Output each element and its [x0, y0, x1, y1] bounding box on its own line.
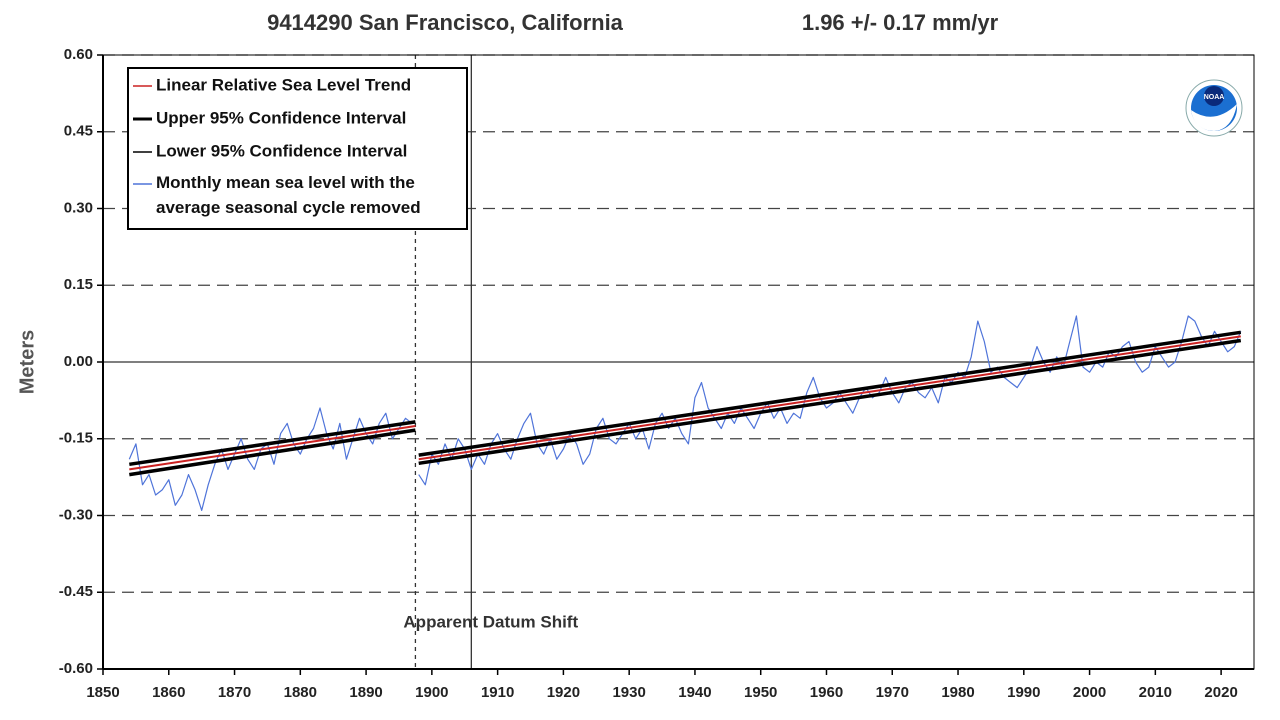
trend-line — [129, 335, 1241, 471]
y-tick-label: 0.45 — [64, 123, 93, 140]
noaa-logo: NOAA — [1185, 79, 1243, 137]
y-tick-label: 0.60 — [64, 46, 93, 63]
x-tick-label: 1850 — [86, 684, 119, 701]
legend: Linear Relative Sea Level Trend Upper 95%… — [127, 67, 468, 230]
x-tick-label: 1990 — [1007, 684, 1040, 701]
chart-subtitle: 1.96 +/- 0.17 mm/yr — [802, 10, 999, 35]
annotation: Apparent Datum Shift — [403, 612, 578, 631]
logo-text: NOAA — [1204, 94, 1225, 101]
x-tick-label: 2020 — [1204, 684, 1237, 701]
x-tick-label: 1870 — [218, 684, 251, 701]
data-line — [128, 315, 1242, 511]
y-tick-label: -0.30 — [59, 506, 93, 523]
legend-label: Lower 95% Confidence Interval — [156, 141, 407, 160]
y-tick-label: -0.60 — [59, 660, 93, 677]
x-tick-label: 2010 — [1139, 684, 1172, 701]
legend-label: Upper 95% Confidence Interval — [156, 108, 406, 127]
x-tick-label: 1980 — [941, 684, 974, 701]
trend-line — [129, 338, 1242, 477]
legend-label: Linear Relative Sea Level Trend — [156, 75, 411, 94]
legend-box — [127, 67, 468, 230]
x-tick-label: 1940 — [678, 684, 711, 701]
chart-title: 9414290 San Francisco, California — [267, 10, 624, 35]
x-tick-label: 2000 — [1073, 684, 1106, 701]
y-tick-label: -0.45 — [59, 583, 93, 600]
trend-line — [129, 330, 1242, 467]
y-tick-label: -0.15 — [59, 430, 93, 447]
plot-area — [97, 54, 1255, 675]
x-tick-label: 1950 — [744, 684, 777, 701]
x-tick-label: 1910 — [481, 684, 514, 701]
y-tick-label: 0.15 — [64, 276, 93, 293]
x-tick-label: 1880 — [284, 684, 317, 701]
y-tick-label: 0.30 — [64, 199, 93, 216]
x-tick-label: 1900 — [415, 684, 448, 701]
legend-label: Monthly mean sea level with the average s… — [156, 173, 421, 217]
logo-bird — [1204, 86, 1224, 106]
y-axis-label: Meters — [16, 330, 38, 394]
x-tick-label: 1890 — [349, 684, 382, 701]
x-tick-label: 1860 — [152, 684, 185, 701]
x-tick-label: 1920 — [547, 684, 580, 701]
y-tick-label: 0.00 — [64, 353, 93, 370]
x-tick-label: 1970 — [876, 684, 909, 701]
x-tick-label: 1930 — [612, 684, 645, 701]
logo-wave — [1191, 104, 1237, 131]
x-tick-label: 1960 — [810, 684, 843, 701]
